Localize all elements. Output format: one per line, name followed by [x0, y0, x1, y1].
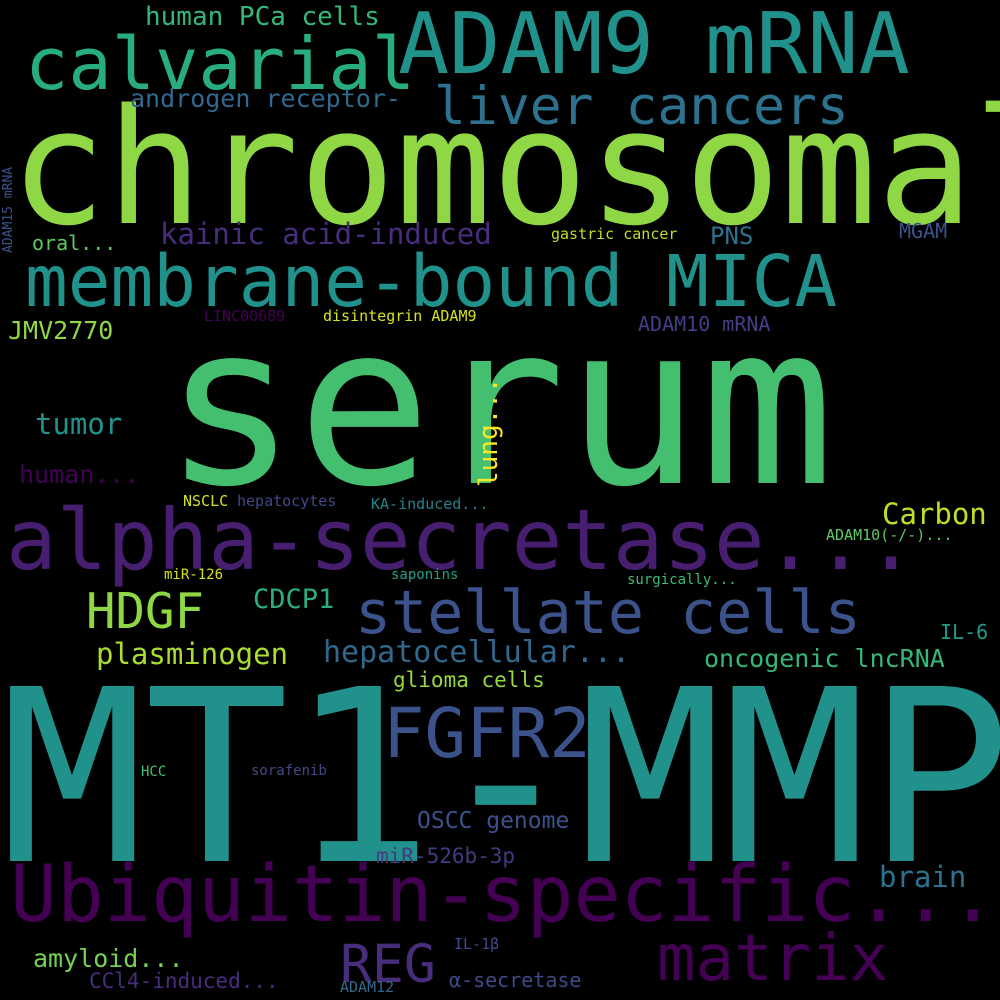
word-stellate-cells: stellate cells — [355, 578, 861, 648]
word-oral: oral... — [32, 231, 117, 255]
word-brain: brain — [879, 860, 967, 894]
word-tumor: tumor — [35, 407, 123, 441]
word-oncogenic-lncrna: oncogenic lncRNA — [704, 644, 945, 673]
word-alpha-secretase: alpha-secretase... — [6, 491, 917, 589]
word-androgen-receptor: androgen receptor- — [130, 84, 401, 113]
word-linc00689: LINC00689 — [204, 307, 286, 325]
word-chromosomal: chromosomal — [10, 74, 1000, 261]
word-human-pca-cells: human PCa cells — [145, 2, 380, 32]
word-mt1-mmp: MT1-MMP — [0, 638, 1000, 918]
word-mir-126: miR-126 — [164, 567, 224, 583]
word-adam9-mrna: ADAM9 mRNA — [398, 0, 910, 94]
word-liver-cancers: liver cancers — [434, 76, 849, 137]
word-il-6: IL-6 — [940, 620, 989, 644]
word-reg: REG — [340, 934, 436, 995]
word-kainic-acid-induced: kainic acid-induced — [160, 217, 492, 251]
word-mgam: MGAM — [899, 219, 948, 243]
word-oscc-genome: OSCC genome — [417, 808, 570, 834]
word-hepatocellular: hepatocellular... — [323, 635, 631, 670]
word-adam12: ADAM12 — [340, 978, 395, 996]
word-cdcp1: CDCP1 — [253, 584, 335, 615]
word-serum: serum — [163, 276, 835, 536]
word-human: human... — [19, 460, 140, 489]
word-ccl4-induced: CCl4-induced... — [89, 969, 279, 993]
word-hepatocytes: hepatocytes — [237, 492, 337, 510]
word-disintegrin-adam9: disintegrin ADAM9 — [323, 307, 477, 325]
word-pns: PNS — [710, 222, 754, 250]
word-hcc: HCC — [141, 764, 167, 780]
word-surgically: surgically... — [627, 572, 737, 588]
word-adam10-null: ADAM10(-/-)... — [826, 526, 953, 544]
word-adam10-mrna: ADAM10 mRNA — [638, 312, 771, 336]
word-glioma-cells: glioma cells — [393, 668, 545, 692]
word-carbon: Carbon — [882, 497, 987, 531]
word-adam15-mrna: ADAM15 mRNA — [1, 166, 16, 253]
word-sorafenib: sorafenib — [251, 763, 327, 779]
word-ka-induced: KA-induced... — [371, 495, 489, 513]
word-membrane-bound-mica: membrane-bound MICA — [25, 240, 838, 323]
word-ubiquitin-specific: Ubiquitin-specific... — [10, 850, 997, 940]
word-fgfr2: FGFR2 — [383, 694, 591, 774]
word-gastric-cancer: gastric cancer — [551, 225, 678, 243]
word-il-1b: IL-1β — [454, 935, 500, 953]
word-hdgf: HDGF — [86, 583, 205, 640]
word-calvarial: calvarial — [25, 22, 416, 106]
word-saponins: saponins — [391, 567, 459, 583]
word-jmv2770: JMV2770 — [8, 316, 114, 345]
word-plasminogen: plasminogen — [96, 637, 289, 671]
word-nsclc: NSCLC — [183, 492, 229, 510]
word-alpha-secretase-greek: α-secretase — [449, 968, 582, 992]
word-lung: lung... — [474, 377, 504, 487]
word-mir-526b-3p: miR-526b-3p — [376, 844, 516, 868]
word-amyloid: amyloid... — [33, 944, 184, 973]
word-matrix: matrix — [657, 922, 889, 996]
